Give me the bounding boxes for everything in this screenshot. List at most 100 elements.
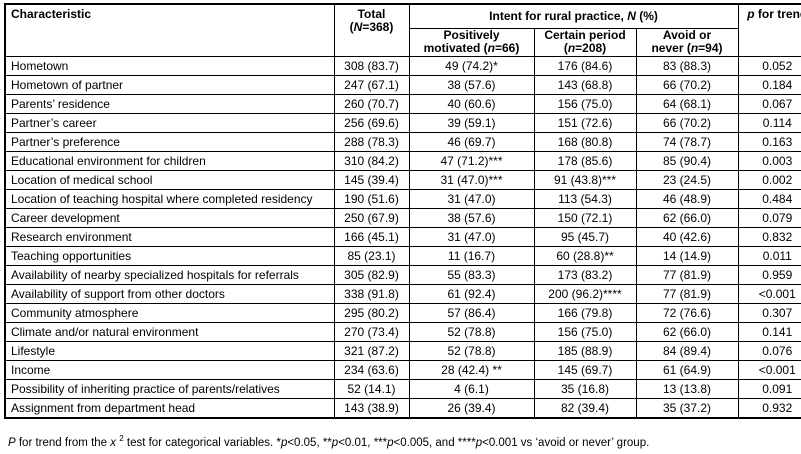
cell-p-trend: 0.079 <box>737 207 801 228</box>
cell-avoid-never: 85 (90.4) <box>635 150 739 171</box>
footnote-segment: x <box>110 436 117 449</box>
cell-positively-motivated: 28 (42.4) ** <box>408 359 535 380</box>
table-row: Availability of nearby specialized hospi… <box>4 264 801 285</box>
avoid-line1: Avoid or <box>662 28 712 42</box>
table-row: Hometown 308 (83.7) 49 (74.2)* 176 (84.6) 83… <box>4 55 801 76</box>
footnote-segment: p <box>387 436 394 449</box>
cell-positively-motivated: 39 (59.1) <box>408 112 535 133</box>
footnote-segment: P <box>8 436 16 449</box>
cell-p-trend: 0.484 <box>737 188 801 209</box>
positively-line1: Positively <box>443 28 500 42</box>
cell-avoid-never: 23 (24.5) <box>635 169 739 190</box>
header-row-sub: Positively motivated (n=66) Certain peri… <box>5 27 801 57</box>
cell-p-trend: 0.832 <box>737 226 801 247</box>
cell-p-trend: <0.001 <box>737 359 801 380</box>
cell-characteristic: Lifestyle <box>4 340 335 361</box>
cell-total: 338 (91.8) <box>333 283 410 304</box>
cell-total: 270 (73.4) <box>333 321 410 342</box>
cell-avoid-never: 46 (48.9) <box>635 188 739 209</box>
table-row: Possibility of inheriting practice of pa… <box>4 378 801 399</box>
positively-count: =66) <box>495 41 520 55</box>
cell-characteristic: Assignment from department head <box>4 397 335 418</box>
total-label: Total <box>357 7 386 21</box>
table-row: Lifestyle 321 (87.2) 52 (78.8) 185 (88.9) 84… <box>4 340 801 361</box>
table-row: Parents’ residence 260 (70.7) 40 (60.6) 156… <box>4 93 801 114</box>
cell-certain-period: 91 (43.8)*** <box>533 169 637 190</box>
table-row: Partner’s career 256 (69.6) 39 (59.1) 151 (… <box>4 112 801 133</box>
cell-characteristic: Partner’s career <box>4 112 335 133</box>
cell-avoid-never: 74 (78.7) <box>635 131 739 152</box>
certain-line2: ( <box>563 41 568 55</box>
cell-certain-period: 185 (88.9) <box>533 340 637 361</box>
cell-total: 250 (67.9) <box>333 207 410 228</box>
cell-p-trend: 0.002 <box>737 169 801 190</box>
total-n-open: ( <box>349 20 354 34</box>
footnote-segment: for trend from the <box>15 436 111 449</box>
cell-characteristic: Parents’ residence <box>4 93 335 114</box>
footnote-segment: test for categorical variables. * <box>123 436 281 449</box>
cell-total: 305 (82.9) <box>333 264 410 285</box>
cell-characteristic: Research environment <box>4 226 335 247</box>
cell-total: 288 (78.3) <box>333 131 410 152</box>
table-row: Location of medical school 145 (39.4) 31 (… <box>4 169 801 190</box>
column-header-total: Total (N=368) <box>333 3 410 57</box>
cell-certain-period: 82 (39.4) <box>533 397 637 418</box>
cell-avoid-never: 64 (68.1) <box>635 93 739 114</box>
intent-n-italic: N <box>627 8 636 23</box>
cell-avoid-never: 14 (14.9) <box>635 245 739 266</box>
cell-certain-period: 60 (28.8)** <box>533 245 637 266</box>
column-group-header-intent: Intent for rural practice, N (%) <box>408 3 739 29</box>
cell-characteristic: Income <box>4 359 335 380</box>
cell-characteristic: Community atmosphere <box>4 302 335 323</box>
cell-characteristic: Educational environment for children <box>4 150 335 171</box>
cell-certain-period: 166 (79.8) <box>533 302 637 323</box>
characteristics-table-container: Characteristic Total (N=368) Intent for … <box>4 3 801 419</box>
cell-avoid-never: 40 (42.6) <box>635 226 739 247</box>
cell-positively-motivated: 55 (83.3) <box>408 264 535 285</box>
cell-certain-period: 173 (83.2) <box>533 264 637 285</box>
cell-certain-period: 145 (69.7) <box>533 359 637 380</box>
table-row: Assignment from department head 143 (38.9… <box>4 397 801 418</box>
cell-avoid-never: 61 (64.9) <box>635 359 739 380</box>
footnote-segment: 2 <box>119 434 124 443</box>
footnote-segment: <0.001 vs ‘avoid or never’ group. <box>482 436 650 449</box>
cell-characteristic: Career development <box>4 207 335 228</box>
column-header-certain-period: Certain period (n=208) <box>533 27 637 57</box>
avoid-n-italic: n <box>690 41 699 55</box>
cell-avoid-never: 83 (88.3) <box>635 55 739 76</box>
footnote-segment: p <box>331 436 339 449</box>
cell-avoid-never: 62 (66.0) <box>635 207 739 228</box>
cell-p-trend: 0.307 <box>737 302 801 323</box>
column-header-avoid-never: Avoid or never (n=94) <box>635 27 739 57</box>
column-header-positively-motivated: Positively motivated (n=66) <box>408 27 535 57</box>
table-row: Community atmosphere 295 (80.2) 57 (86.4) 1… <box>4 302 801 323</box>
cell-characteristic: Hometown <box>4 55 335 76</box>
cell-total: 52 (14.1) <box>333 378 410 399</box>
cell-positively-motivated: 40 (60.6) <box>408 93 535 114</box>
table-row: Hometown of partner 247 (67.1) 38 (57.6) 14… <box>4 74 801 95</box>
cell-p-trend: 0.163 <box>737 131 801 152</box>
cell-certain-period: 156 (75.0) <box>533 93 637 114</box>
cell-certain-period: 113 (54.3) <box>533 188 637 209</box>
cell-positively-motivated: 31 (47.0) <box>408 188 535 209</box>
column-header-p-for-trend: p for trend <box>737 3 801 57</box>
cell-total: 247 (67.1) <box>333 74 410 95</box>
cell-characteristic: Availability of support from other docto… <box>4 283 335 304</box>
cell-p-trend: 0.932 <box>737 397 801 418</box>
cell-total: 310 (84.2) <box>333 150 410 171</box>
cell-p-trend: 0.141 <box>737 321 801 342</box>
cell-characteristic: Location of medical school <box>4 169 335 190</box>
p-trend-rest: for trend <box>757 7 801 21</box>
table-row: Educational environment for children 310 … <box>4 150 801 171</box>
cell-avoid-never: 72 (76.6) <box>635 302 739 323</box>
table-body: Hometown 308 (83.7) 49 (74.2)* 176 (84.6) 83… <box>4 55 801 418</box>
footnote-segment: <0.005, and **** <box>393 436 476 449</box>
cell-certain-period: 95 (45.7) <box>533 226 637 247</box>
cell-positively-motivated: 38 (57.6) <box>408 207 535 228</box>
cell-certain-period: 150 (72.1) <box>533 207 637 228</box>
cell-positively-motivated: 11 (16.7) <box>408 245 535 266</box>
cell-avoid-never: 77 (81.9) <box>635 264 739 285</box>
intent-label: Intent for rural practice, <box>489 8 628 23</box>
cell-total: 190 (51.6) <box>333 188 410 209</box>
table-row: Career development 250 (67.9) 38 (57.6) 150… <box>4 207 801 228</box>
